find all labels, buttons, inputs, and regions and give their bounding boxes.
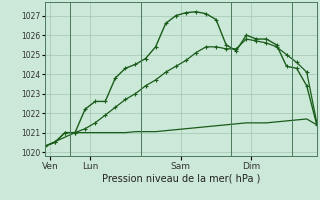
X-axis label: Pression niveau de la mer( hPa ): Pression niveau de la mer( hPa ) [102, 173, 260, 183]
